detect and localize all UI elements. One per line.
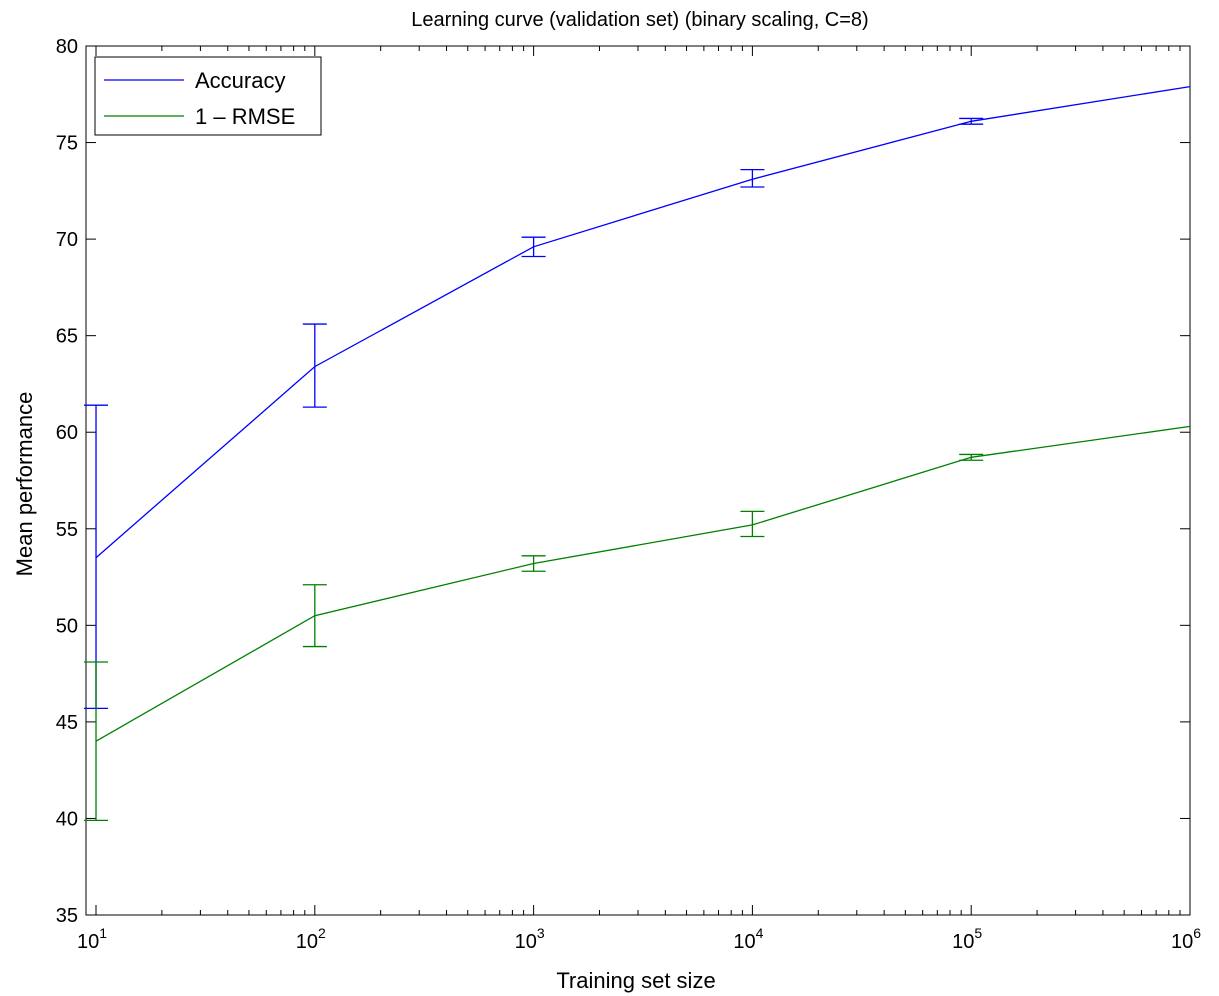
- legend: Accuracy 1 – RMSE: [94, 56, 322, 136]
- x-tick-label: 106: [1171, 925, 1201, 953]
- series-line-1: [95, 85, 1191, 559]
- chart-title: Learning curve (validation set) (binary …: [411, 9, 868, 31]
- series-line-2: [95, 425, 1191, 742]
- x-tick-label: 101: [77, 925, 107, 953]
- x-axis: 101 102 103 104 105 106: [77, 46, 1201, 953]
- legend-label-2: 1 – RMSE: [195, 104, 295, 129]
- y-tick-label: 55: [56, 519, 78, 541]
- legend-box: [94, 56, 322, 136]
- y-axis-title: Mean performance: [12, 392, 37, 577]
- y-tick-label: 75: [56, 133, 78, 155]
- legend-label-1: Accuracy: [195, 68, 285, 93]
- x-axis-title: Training set size: [556, 968, 715, 993]
- y-tick-label: 45: [56, 712, 78, 734]
- series-layer: [84, 85, 1191, 822]
- x-tick-label: 105: [952, 925, 982, 953]
- plot-area: [85, 45, 1191, 916]
- x-tick-label: 104: [733, 925, 763, 953]
- y-tick-label: 65: [56, 326, 78, 348]
- y-tick-label: 40: [56, 808, 78, 830]
- x-tick-label: 102: [296, 925, 326, 953]
- x-tick-label: 103: [515, 925, 545, 953]
- y-tick-label: 50: [56, 615, 78, 637]
- y-tick-label: 35: [56, 905, 78, 927]
- y-tick-label: 70: [56, 229, 78, 251]
- y-tick-label: 60: [56, 422, 78, 444]
- y-tick-label: 80: [56, 36, 78, 58]
- y-axis: 35 40 45 50 55 60 65 70 75 80: [56, 36, 1190, 927]
